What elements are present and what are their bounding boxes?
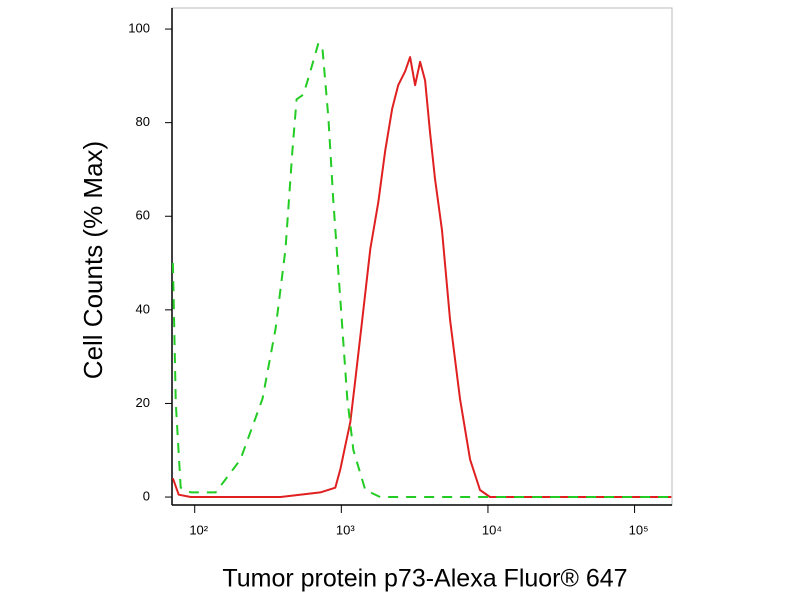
y-tick-label: 100 [128, 20, 150, 35]
y-axis-label: Cell Counts (% Max) [78, 141, 108, 379]
x-axis-label: Tumor protein p73-Alexa Fluor® 647 [222, 565, 627, 593]
y-tick-label: 80 [136, 114, 150, 129]
series-line [171, 42, 672, 498]
x-tick-label: 10⁵ [629, 522, 649, 537]
plot-frame [171, 7, 673, 506]
y-tick-label: 0 [143, 488, 150, 503]
x-tick-label: 10³ [336, 522, 355, 537]
y-tick-label: 40 [136, 301, 150, 316]
x-tick-label: 10⁴ [482, 522, 502, 537]
y-tick-label: 60 [136, 208, 150, 223]
y-tick-label: 20 [136, 395, 150, 410]
series-line [171, 56, 672, 498]
x-tick-label: 10² [189, 522, 208, 537]
